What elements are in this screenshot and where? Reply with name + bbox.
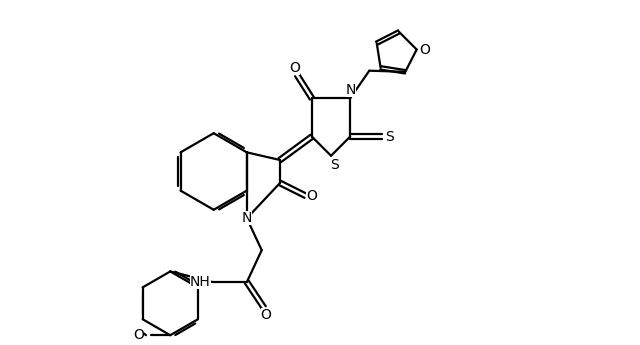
Text: O: O [133,328,144,342]
Text: S: S [330,158,339,172]
Text: N: N [242,211,252,225]
Text: O: O [260,308,271,322]
Text: NH: NH [190,275,211,289]
Text: S: S [385,130,394,144]
Text: O: O [307,189,317,203]
Text: N: N [346,83,356,97]
Text: O: O [420,42,431,57]
Text: O: O [289,61,300,75]
